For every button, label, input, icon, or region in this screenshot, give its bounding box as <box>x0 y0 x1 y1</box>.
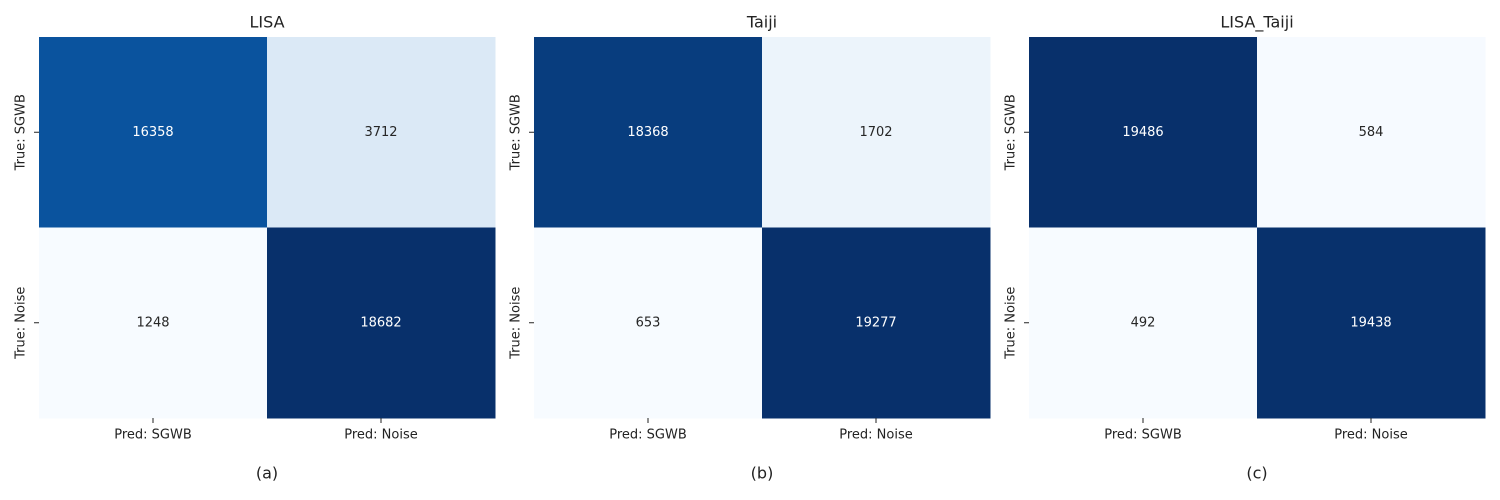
x-tick-label: Pred: SGWB <box>1104 428 1182 443</box>
y-tick-label: True: SGWB <box>1004 94 1019 171</box>
x-tick-label: Pred: Noise <box>344 428 418 443</box>
chart-title: LISA_Taiji <box>1220 13 1293 33</box>
cell <box>1257 37 1486 228</box>
x-tick-label: Pred: Noise <box>839 428 913 443</box>
caption: (c) <box>1246 464 1267 483</box>
y-tick-label: True: Noise <box>14 287 29 360</box>
cell <box>762 227 991 419</box>
caption: (b) <box>751 464 774 483</box>
cell-label: 18682 <box>360 315 401 330</box>
cell-label: 19277 <box>855 315 896 330</box>
cell-label: 16358 <box>132 125 173 140</box>
cell <box>267 37 496 228</box>
x-tick-label: Pred: SGWB <box>609 428 687 443</box>
y-tick-label: True: Noise <box>509 287 524 360</box>
cell <box>534 227 763 419</box>
cell <box>267 227 496 419</box>
y-tick-label: True: SGWB <box>509 94 524 171</box>
cell-label: 19486 <box>1122 125 1163 140</box>
cell <box>39 37 268 228</box>
caption: (a) <box>256 464 278 483</box>
cell-label: 18368 <box>627 125 668 140</box>
cell <box>534 37 763 228</box>
cell <box>1257 227 1486 419</box>
cell-label: 3712 <box>364 125 397 140</box>
y-tick-label: True: SGWB <box>14 94 29 171</box>
cell-label: 584 <box>1359 125 1384 140</box>
x-tick-label: Pred: Noise <box>1334 428 1408 443</box>
cell-label: 653 <box>636 315 661 330</box>
cell-label: 492 <box>1131 315 1156 330</box>
cell-label: 19438 <box>1350 315 1391 330</box>
cell <box>1029 37 1258 228</box>
chart-title: Taiji <box>746 13 777 32</box>
y-tick-label: True: Noise <box>1004 287 1019 360</box>
cell <box>39 227 268 419</box>
cell <box>1029 227 1258 419</box>
chart-title: LISA <box>249 13 284 32</box>
x-tick-label: Pred: SGWB <box>114 428 192 443</box>
cell-label: 1248 <box>136 315 169 330</box>
cell <box>762 37 991 228</box>
cell-label: 1702 <box>859 125 892 140</box>
